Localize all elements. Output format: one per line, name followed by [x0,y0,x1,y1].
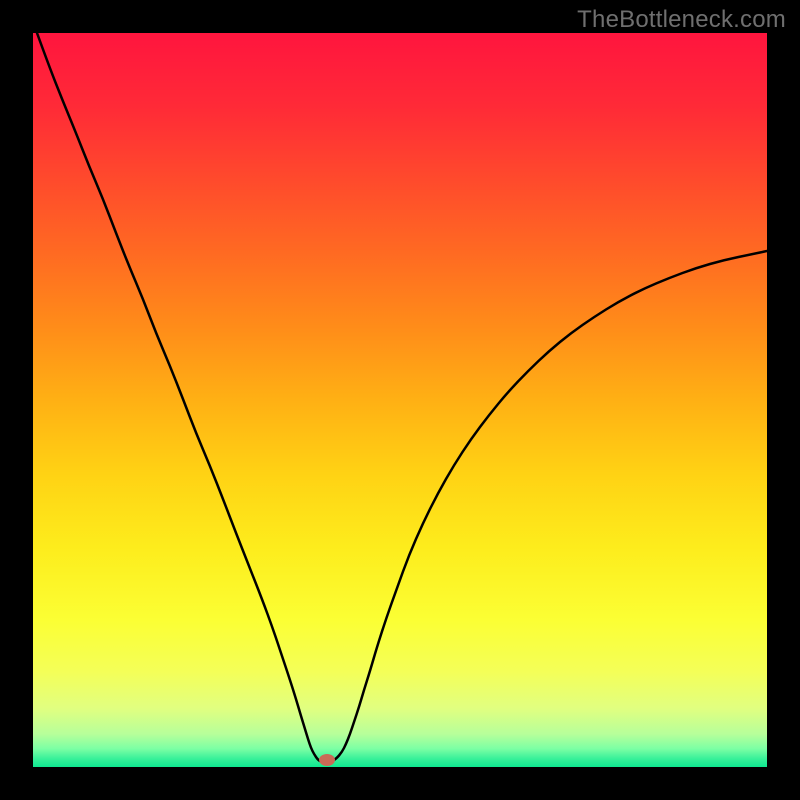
chart-frame: TheBottleneck.com [0,0,800,800]
chart-svg [33,33,767,767]
watermark-text: TheBottleneck.com [577,6,786,34]
plot-area [33,33,767,767]
gradient-background [33,33,767,767]
minimum-marker [319,754,335,766]
